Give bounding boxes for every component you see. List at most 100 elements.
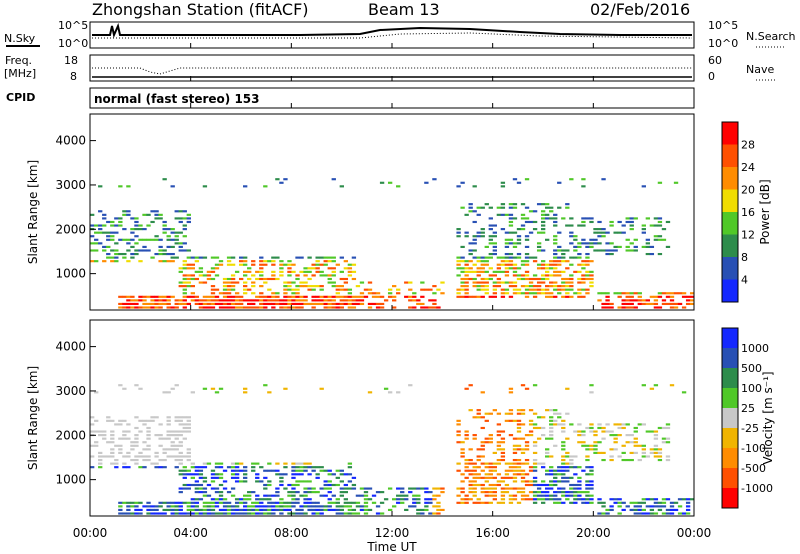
data-cell <box>476 235 481 238</box>
data-cell <box>569 491 574 494</box>
data-cell <box>166 299 171 302</box>
data-cell <box>287 267 292 270</box>
data-cell <box>210 508 216 512</box>
data-cell <box>569 256 574 259</box>
data-cell <box>210 288 216 291</box>
data-cell <box>597 498 602 501</box>
data-cell <box>480 285 485 288</box>
data-cell <box>255 498 260 501</box>
data-cell <box>500 281 506 284</box>
data-cell <box>267 302 272 306</box>
data-cell <box>363 501 369 504</box>
data-cell <box>170 295 175 298</box>
data-cell <box>110 231 115 234</box>
data-cell <box>561 491 566 494</box>
data-cell <box>162 501 167 504</box>
data-cell <box>331 295 336 298</box>
data-cell <box>359 299 365 302</box>
data-cell <box>589 480 594 483</box>
data-cell <box>255 295 260 298</box>
data-cell <box>512 274 518 277</box>
data-cell <box>653 501 659 504</box>
data-cell <box>138 387 143 390</box>
data-cell <box>263 494 268 497</box>
data-cell <box>545 213 550 216</box>
data-cell <box>609 252 614 256</box>
data-cell <box>488 277 493 281</box>
data-cell <box>621 224 626 227</box>
data-cell <box>146 213 151 216</box>
data-cell <box>581 469 586 472</box>
data-cell <box>516 181 522 184</box>
data-cell <box>210 267 216 270</box>
data-cell <box>553 409 558 412</box>
data-cell <box>154 434 159 437</box>
data-cell <box>331 256 336 259</box>
data-cell <box>492 487 497 490</box>
data-cell <box>182 263 187 266</box>
data-cell <box>601 235 606 238</box>
data-cell <box>488 491 493 494</box>
data-cell <box>94 224 99 227</box>
data-cell <box>460 285 465 288</box>
data-cell <box>198 473 204 476</box>
data-cell <box>468 277 473 281</box>
data-cell <box>283 487 288 490</box>
data-cell <box>528 210 534 213</box>
data-cell <box>303 462 308 465</box>
data-cell <box>259 306 264 309</box>
data-cell <box>98 228 103 231</box>
data-cell <box>259 299 264 302</box>
data-cell <box>665 437 671 440</box>
data-cell <box>327 299 332 302</box>
data-cell <box>520 462 526 465</box>
data-cell <box>496 263 502 266</box>
data-cell <box>657 458 663 462</box>
data-cell <box>577 480 582 483</box>
data-cell <box>609 224 614 227</box>
data-cell <box>299 256 304 259</box>
data-cell <box>255 494 260 497</box>
data-cell <box>387 295 393 298</box>
data-cell <box>347 466 353 469</box>
data-cell <box>295 483 300 487</box>
data-cell <box>516 430 522 433</box>
data-cell <box>142 213 147 216</box>
data-cell <box>335 508 340 512</box>
data-cell <box>520 224 526 227</box>
data-cell <box>557 256 562 259</box>
data-cell <box>468 480 473 483</box>
data-cell <box>597 242 602 245</box>
data-cell <box>532 491 538 494</box>
data-cell <box>496 473 502 476</box>
data-cell <box>545 491 550 494</box>
data-cell <box>545 206 550 209</box>
colorbar-swatch <box>722 328 738 349</box>
data-cell <box>545 473 550 476</box>
data-cell <box>553 480 558 483</box>
data-cell <box>520 285 526 288</box>
data-cell <box>460 260 465 263</box>
data-cell <box>629 220 634 224</box>
data-cell <box>275 469 280 472</box>
data-cell <box>508 391 514 394</box>
data-cell <box>343 302 349 306</box>
data-cell <box>520 487 526 490</box>
data-cell <box>649 508 655 512</box>
data-cell <box>118 217 123 220</box>
data-cell <box>295 501 300 504</box>
data-cell <box>206 505 212 508</box>
data-cell <box>508 498 514 501</box>
data-cell <box>512 476 518 479</box>
data-cell <box>230 302 236 306</box>
data-cell <box>480 231 485 234</box>
data-cell <box>480 256 485 259</box>
data-cell <box>653 434 659 437</box>
colorbar-tick-label: 25 <box>741 402 755 415</box>
data-cell <box>460 245 465 248</box>
data-cell <box>412 299 417 302</box>
data-cell <box>581 220 586 224</box>
data-cell <box>198 508 204 512</box>
data-cell <box>287 505 292 508</box>
data-cell <box>130 505 135 508</box>
